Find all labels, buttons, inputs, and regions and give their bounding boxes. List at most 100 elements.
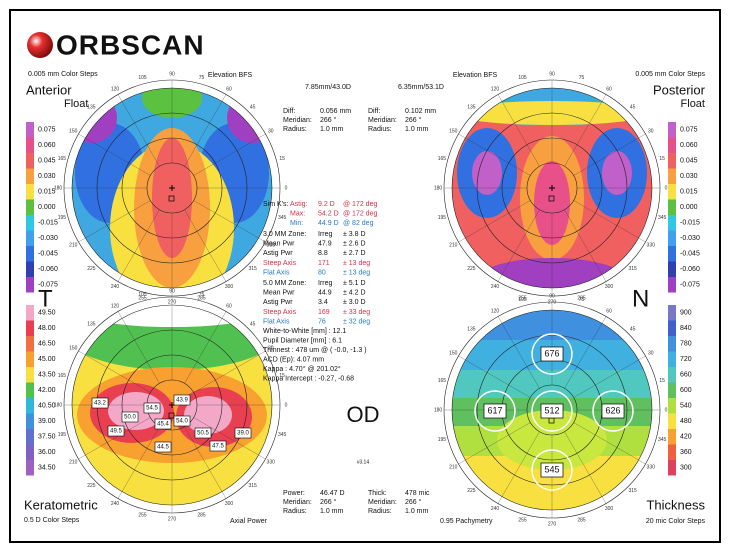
ring-label: 225 [467,488,476,494]
label: 49.50 [38,310,56,317]
label: 50.5 [197,431,209,437]
ring-label: 225 [87,266,96,272]
map-label-box [483,403,507,419]
ring-label: 120 [491,309,500,315]
label: Mean Pwr [263,290,295,297]
label: Meridian: [368,499,397,506]
meridian [497,431,540,504]
label: v3.14 [357,459,369,465]
map-label-box [91,397,109,409]
legend-swatch [26,277,34,293]
meridian [458,355,531,398]
map-label-box [154,418,172,430]
label: Flat Axis [263,319,290,326]
label: Irreg [318,280,333,287]
zone-circle [592,390,634,432]
legend-swatch [26,215,34,231]
meridian [564,94,607,167]
apex-mark [168,195,175,202]
ring-label: 0 [665,185,668,191]
label: Radius: [283,508,307,515]
label: 3.4 [318,299,328,306]
label: 42.00 [38,387,56,394]
legend-swatch [668,215,676,231]
ring-label: 135 [467,327,476,333]
label: 266 ° [320,116,337,124]
label: 266 ° [320,498,337,506]
ring-label: 30 [268,128,274,134]
label: Min: [290,220,303,227]
meridian [497,316,540,389]
apex-mark [168,412,175,419]
ring-label: 240 [491,506,500,512]
legend-swatch [668,246,676,262]
label: 617 [487,405,502,415]
label: 9.2 D [318,201,335,208]
ring-label: 255 [518,295,527,301]
label: 3.0 MM Zone: [263,231,306,238]
label: Sim K's: [263,201,289,208]
label: 7.85mm/43.0D [305,84,351,91]
ring-label: 60 [606,309,612,315]
label: 900 [680,310,692,317]
label: Meridian: [368,117,397,124]
label: 47.9 [318,241,332,248]
label: 0.075 [38,127,56,134]
ring-label: 180 [54,185,63,191]
label: 39.0 [237,431,249,437]
meridian [184,94,227,167]
map-label-box [234,427,252,439]
meridian [193,200,266,243]
label: Float [681,98,705,110]
ring-label: 330 [647,242,656,248]
meridian [78,133,151,176]
label: Astig: [290,201,308,208]
ring-label: 165 [438,156,447,162]
label: Power: [283,490,305,497]
logo-sphere [27,32,53,58]
legend-swatch [668,122,676,138]
legend-swatch [26,367,34,383]
label: 169 [318,309,330,316]
ring-label: 180 [434,185,443,191]
label: 0.000 [38,204,56,211]
legend-swatch [668,367,676,383]
map-label-box [121,411,139,423]
label: 0.060 [680,142,698,149]
ring-label: 0 [285,185,288,191]
ring-label: 150 [449,350,458,356]
label: Anterior [26,82,72,97]
label: Float [64,98,88,110]
label: 840 [680,325,692,332]
meridian [117,426,160,499]
label: 0.102 mm [405,108,436,115]
ring-label: 270 [548,521,557,527]
label: @ 172 deg [343,201,377,208]
legend-swatch [668,137,676,153]
ring-label: 285 [197,512,206,518]
center-mark [169,185,175,191]
label: 46.47 D [320,490,345,497]
zone-circle [531,449,573,491]
label: Flat Axis [263,270,290,277]
label: ± 13 deg [343,270,370,277]
label: -0.030 [38,235,58,242]
ring-label: 90 [549,71,555,77]
ring-label: 165 [58,373,67,379]
label: Steep Axis [263,309,297,316]
ring-label: 240 [111,284,120,290]
label: Kappa Intercept : -0.27, -0.68 [263,375,354,382]
label: Radius: [368,126,392,133]
map-label-box [194,427,212,439]
legend-swatch [26,429,34,445]
meridian [497,94,540,167]
map-label-box [173,394,191,406]
meridian [573,200,646,243]
legend-swatch [26,199,34,215]
map-region [152,138,192,258]
ring-label: 210 [449,242,458,248]
ring-label: 195 [58,215,67,221]
label: 0.005 mm Color Steps [28,71,98,78]
legend-swatch [668,460,676,476]
